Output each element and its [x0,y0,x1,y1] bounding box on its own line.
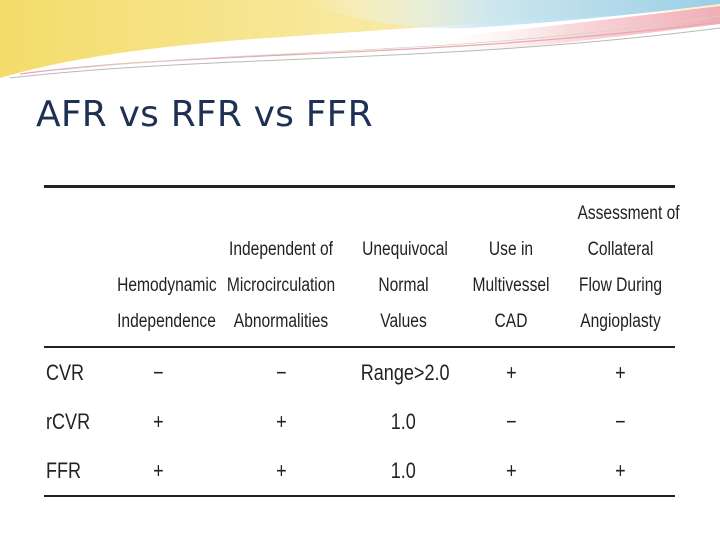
banner-gray-line [9,27,720,79]
header-line: CAD [494,311,528,332]
table-cell: Range>2.0 [351,347,456,397]
table-row: rCVR + +1.0 − − [44,397,675,446]
cell-value: + [505,359,517,385]
banner-pink-line [19,21,720,75]
table-cell: 1.0 [351,446,456,496]
header-line: Normal [378,275,429,296]
header-line: Independence [117,311,216,332]
header-line: Abnormalities [233,311,329,332]
cell-value: + [615,359,626,385]
table-cell: + [106,397,211,446]
header-line: Assessment of [577,203,680,224]
header-line: Hemodynamic [117,275,217,296]
header-line: Collateral [587,239,654,260]
slide-title: AFR vs RFR vs FFR [36,94,373,135]
cell-value: + [153,457,164,483]
header-hemodynamic-independence: Hemodynamic Independence [115,187,217,348]
table-cell: − [211,347,351,397]
cell-value: Range>2.0 [360,359,450,385]
cell-value: − [615,408,626,434]
decorative-banner [0,0,720,79]
table-cell: − [456,397,566,446]
cell-value: + [275,408,287,434]
row-label: rCVR [44,397,106,446]
row-label: FFR [44,446,106,496]
header-normal-values: Unequivocal Normal Values [360,187,448,348]
banner-blue-wave [300,0,720,29]
table-header-row: Hemodynamic Independence Independent of Mic… [44,186,680,348]
row-label-text: FFR [46,457,82,483]
cell-value: + [615,457,626,483]
row-label-text: rCVR [46,408,91,434]
table-cell: + [456,446,566,496]
table-cell: + [106,446,211,496]
banner-pink-wave [420,6,720,53]
header-line: Microcirculation [226,275,336,296]
cell-value: + [275,457,287,483]
table-row: FFR + +1.0 + + [44,446,675,496]
row-label-header [50,187,101,348]
cell-value: − [505,408,517,434]
table-cell: − [106,347,211,397]
header-line: Angioplasty [580,311,661,332]
cell-value: + [505,457,517,483]
cell-value: + [153,408,164,434]
table-cell: + [566,347,675,397]
table-body: CVR − − Range>2.0 + + rCVR + +1.0 − − FFR + +1.0 + + [44,347,675,496]
table-cell: 1.0 [351,397,456,446]
row-label: CVR [44,347,106,397]
table-cell: + [211,446,351,496]
header-line: Independent of [229,239,333,260]
table-cell: − [566,397,675,446]
table-cell: + [566,446,675,496]
header-line: Flow During [578,275,663,296]
header-microcirculation-independence: Independent of Microcirculation Abnormalit… [224,187,339,348]
comparison-table: Hemodynamic Independence Independent of Mic… [44,185,680,497]
header-line: Multivessel [472,275,550,296]
comparison-table-container: Hemodynamic Independence Independent of Mic… [44,185,680,497]
header-line: Unequivocal [362,239,448,260]
header-collateral-flow: Assessment of Collateral Flow During Angiop… [576,187,680,348]
header-line: Use in [488,239,534,260]
header-multivessel-cad: Use in Multivessel CAD [466,187,556,348]
cell-value: 1.0 [390,457,417,483]
cell-value: − [275,359,287,385]
cell-value: 1.0 [390,408,417,434]
row-label-text: CVR [46,359,85,385]
header-line: Values [380,311,427,332]
banner-light-line [59,15,720,71]
table-row: CVR − − Range>2.0 + + [44,347,675,397]
table-cell: + [211,397,351,446]
cell-value: − [153,359,164,385]
table-cell: + [456,347,566,397]
